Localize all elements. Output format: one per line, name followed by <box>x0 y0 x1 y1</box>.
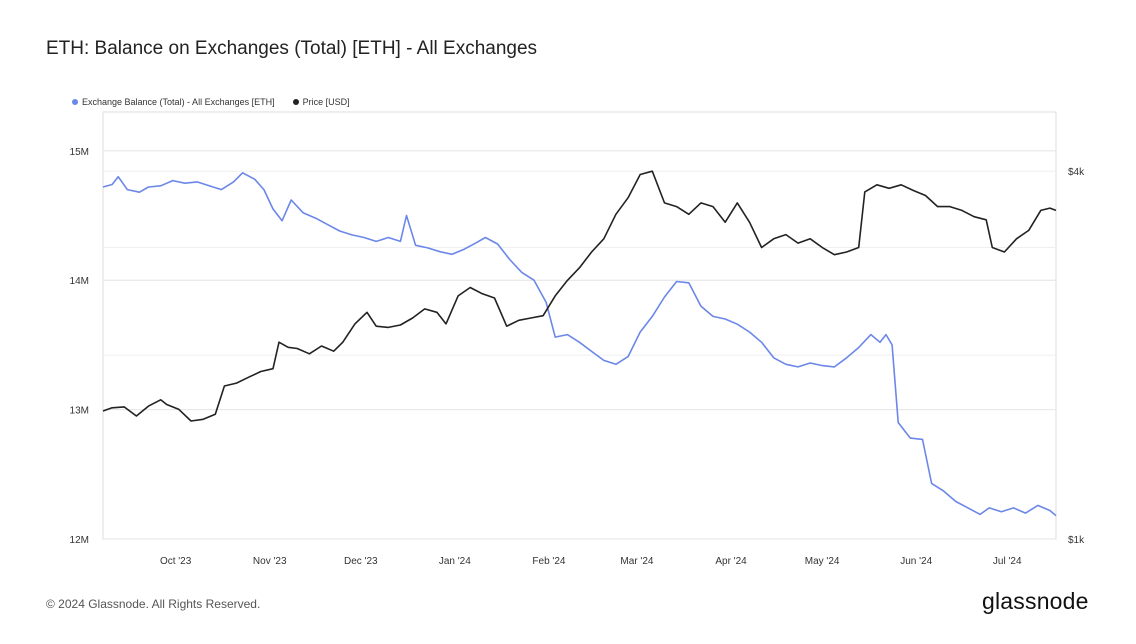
y-left-tick-label: 12M <box>70 535 89 546</box>
legend-item-balance[interactable]: Exchange Balance (Total) - All Exchanges… <box>72 97 275 107</box>
copyright-text: © 2024 Glassnode. All Rights Reserved. <box>46 597 261 611</box>
legend-label-balance: Exchange Balance (Total) - All Exchanges… <box>82 97 275 107</box>
x-tick-label: Oct '23 <box>160 556 192 567</box>
plot-frame <box>102 111 1057 540</box>
chart-title: ETH: Balance on Exchanges (Total) [ETH] … <box>46 38 538 59</box>
legend-label-price: Price [USD] <box>302 97 350 107</box>
y-right-tick-label: $4k <box>1068 167 1085 178</box>
glassnode-logo[interactable]: glassnode <box>982 588 1089 614</box>
y-left-tick-label: 15M <box>70 147 89 158</box>
x-tick-label: Apr '24 <box>715 556 747 567</box>
x-tick-label: Feb '24 <box>532 556 565 567</box>
series-line-price <box>102 170 1057 422</box>
x-tick-label: Jul '24 <box>993 556 1022 567</box>
x-tick-label: Nov '23 <box>253 556 287 567</box>
x-tick-label: Dec '23 <box>344 556 378 567</box>
x-tick-label: Mar '24 <box>620 556 653 567</box>
y-right-tick-label: $1k <box>1068 535 1085 546</box>
x-tick-label: May '24 <box>805 556 840 567</box>
y-left-tick-label: 13M <box>70 406 89 417</box>
x-tick-label: Jun '24 <box>900 556 932 567</box>
legend-dot-price-icon <box>292 99 299 105</box>
legend-dot-balance-icon <box>72 99 78 105</box>
chart-legend: Exchange Balance (Total) - All Exchanges… <box>72 97 350 107</box>
legend-item-price[interactable]: Price [USD] <box>292 97 350 107</box>
x-tick-label: Jan '24 <box>439 556 471 567</box>
y-left-tick-label: 14M <box>70 276 89 287</box>
series-line-balance <box>102 172 1057 517</box>
